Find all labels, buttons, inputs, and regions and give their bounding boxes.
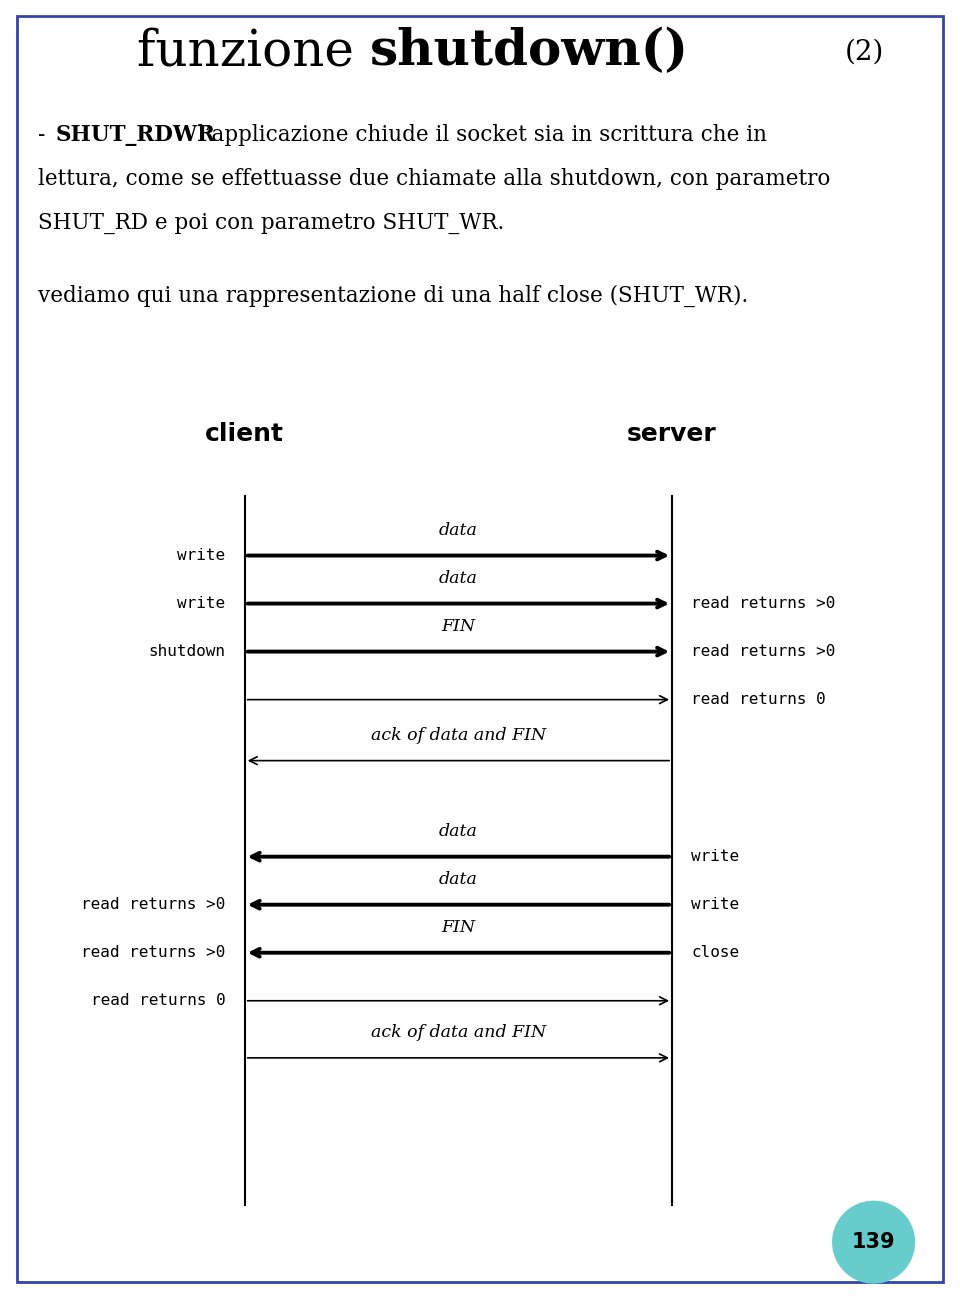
Text: shutdown: shutdown (149, 644, 226, 659)
Text: read returns 0: read returns 0 (91, 993, 226, 1009)
Text: data: data (439, 823, 478, 840)
Text: read returns >0: read returns >0 (691, 644, 835, 659)
Text: read returns >0: read returns >0 (82, 945, 226, 961)
Text: data: data (439, 871, 478, 888)
Text: 139: 139 (852, 1232, 896, 1253)
Text: FIN: FIN (442, 618, 475, 635)
Text: client: client (205, 422, 284, 445)
Text: server: server (627, 422, 717, 445)
Text: SHUT_RDWR: SHUT_RDWR (56, 125, 216, 145)
Text: read returns 0: read returns 0 (691, 692, 826, 707)
Text: write: write (691, 897, 739, 912)
Ellipse shape (832, 1201, 915, 1284)
Text: (2): (2) (844, 39, 884, 65)
Text: lettura, come se effettuasse due chiamate alla shutdown, con parametro: lettura, come se effettuasse due chiamat… (38, 169, 830, 190)
Text: data: data (439, 570, 478, 587)
Text: write: write (178, 596, 226, 611)
Text: data: data (439, 522, 478, 539)
Text: SHUT_RD e poi con parametro SHUT_WR.: SHUT_RD e poi con parametro SHUT_WR. (38, 213, 505, 234)
Text: FIN: FIN (442, 919, 475, 936)
Text: shutdown(): shutdown() (370, 27, 688, 77)
Text: ack of data and FIN: ack of data and FIN (371, 1024, 546, 1041)
Text: close: close (691, 945, 739, 961)
Text: vediamo qui una rappresentazione di una half close (SHUT_WR).: vediamo qui una rappresentazione di una … (38, 284, 749, 308)
Text: write: write (691, 849, 739, 864)
Text: -: - (38, 125, 53, 145)
Text: funzione: funzione (136, 27, 370, 77)
Text: read returns >0: read returns >0 (82, 897, 226, 912)
Text: write: write (178, 548, 226, 563)
Text: read returns >0: read returns >0 (691, 596, 835, 611)
Text: l’applicazione chiude il socket sia in scrittura che in: l’applicazione chiude il socket sia in s… (184, 125, 767, 145)
Text: ack of data and FIN: ack of data and FIN (371, 727, 546, 744)
